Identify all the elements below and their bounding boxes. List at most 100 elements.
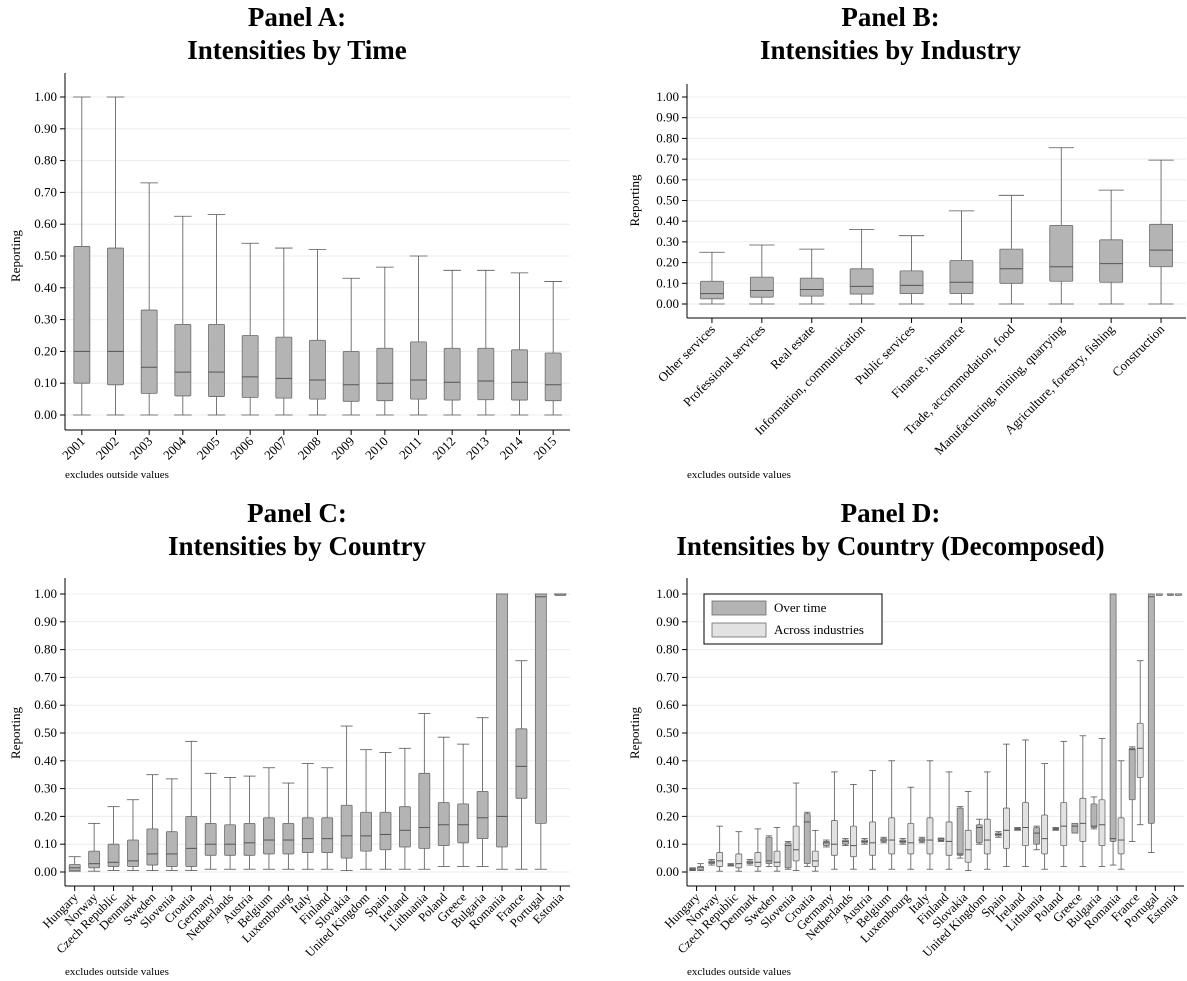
box-iqr [107, 247, 124, 386]
box [880, 836, 888, 844]
box-iqr [165, 831, 178, 867]
y-tick-label: 0.70 [656, 151, 679, 166]
box [699, 251, 725, 305]
panel-c-title: Panel C: [247, 498, 347, 528]
x-tick-label: 2013 [463, 434, 492, 463]
box [983, 771, 991, 870]
box-iqr [275, 336, 293, 399]
box-iqr [1071, 822, 1079, 834]
y-axis-label: Reporting [627, 707, 642, 759]
panel-a-title: Panel A: [247, 2, 347, 32]
panel-a: Panel A: Intensities by Time 0.00 0.10 0.2… [0, 0, 594, 490]
y-tick-label: 0.40 [656, 213, 679, 228]
y-tick-label: 1.00 [656, 89, 679, 104]
box-iqr [534, 593, 547, 824]
box [850, 784, 857, 870]
box [1117, 760, 1125, 870]
box-iqr [208, 323, 225, 397]
box-iqr [340, 804, 353, 859]
box-iqr [321, 817, 334, 853]
y-tick-label: 0.90 [656, 110, 679, 125]
y-tick-label: 0.60 [656, 697, 679, 712]
y-tick-label: 0.30 [656, 234, 679, 249]
box [204, 772, 217, 870]
box [956, 806, 964, 859]
box [321, 767, 334, 870]
box [241, 242, 259, 416]
panel-a-chart: 0.00 0.10 0.20 0.30 0.40 0.50 0.60 0.70 0.80 0.90… [8, 73, 570, 481]
box-iqr [443, 347, 461, 401]
box-iqr [224, 824, 236, 856]
box-iqr [735, 853, 743, 869]
box [937, 837, 945, 842]
box-iqr [773, 850, 781, 867]
box-iqr [140, 309, 158, 394]
box [457, 743, 470, 867]
box [360, 749, 373, 870]
box-iqr [754, 852, 762, 867]
y-tick-label: 0.30 [656, 781, 679, 796]
footnote: excludes outside values [687, 469, 791, 481]
x-tick-label: 2004 [160, 433, 189, 462]
box-iqr [1003, 807, 1010, 849]
box [1098, 738, 1106, 867]
box [1003, 743, 1010, 867]
box-iqr [1098, 799, 1106, 846]
box [398, 747, 411, 870]
box-iqr [1049, 224, 1074, 282]
box-iqr [999, 248, 1024, 284]
box [1109, 593, 1117, 866]
box [510, 272, 529, 416]
box [1147, 593, 1155, 853]
panel-d-subtitle: Intensities by Country (Decomposed) [676, 531, 1105, 561]
y-tick-label: 0.00 [656, 864, 679, 879]
y-tick-label: 0.20 [34, 808, 57, 823]
box [342, 277, 360, 416]
legend-label: Over time [774, 600, 827, 615]
box-iqr [376, 347, 394, 402]
box-iqr [1149, 223, 1173, 268]
box [443, 269, 461, 416]
y-tick-label: 0.90 [656, 614, 679, 629]
box [803, 811, 811, 867]
y-tick-label: 0.30 [34, 781, 57, 796]
box [308, 249, 327, 416]
box [754, 828, 762, 872]
box-iqr [1109, 593, 1117, 842]
box-iqr [511, 349, 528, 401]
y-tick-label: 0.10 [34, 836, 57, 851]
box [140, 182, 158, 416]
box [1090, 796, 1098, 830]
box-iqr [1090, 803, 1098, 828]
legend-label: Across industries [774, 622, 864, 637]
box-iqr [477, 347, 495, 401]
box-iqr [716, 852, 724, 867]
panel-b-chart: 0.00 0.10 0.20 0.30 0.40 0.50 0.60 0.70 0.80 0.90… [627, 84, 1186, 481]
y-tick-label: 0.10 [656, 275, 679, 290]
x-tick-label: Real estate [767, 321, 818, 372]
box [1048, 147, 1074, 305]
box [174, 215, 192, 416]
panel-b-title: Panel B: [841, 2, 940, 32]
box-iqr [263, 817, 275, 855]
box-iqr [185, 815, 198, 867]
box [975, 818, 983, 845]
legend-swatch [711, 622, 767, 638]
y-tick-label: 0.70 [34, 184, 57, 199]
box-iqr [899, 270, 924, 295]
x-tick-label: 2001 [59, 434, 88, 463]
box [749, 244, 775, 305]
y-tick-label: 0.00 [34, 407, 57, 422]
box-iqr [907, 822, 915, 855]
y-tick-label: 0.10 [34, 375, 57, 390]
box-iqr [544, 352, 562, 402]
legend-swatch [711, 600, 767, 616]
y-tick-label: 0.20 [656, 255, 679, 270]
box-iqr [204, 822, 217, 856]
y-tick-label: 1.00 [656, 586, 679, 601]
box [477, 269, 495, 416]
box [1167, 593, 1174, 596]
box [799, 248, 825, 305]
box [1155, 593, 1163, 596]
box [1033, 825, 1041, 851]
